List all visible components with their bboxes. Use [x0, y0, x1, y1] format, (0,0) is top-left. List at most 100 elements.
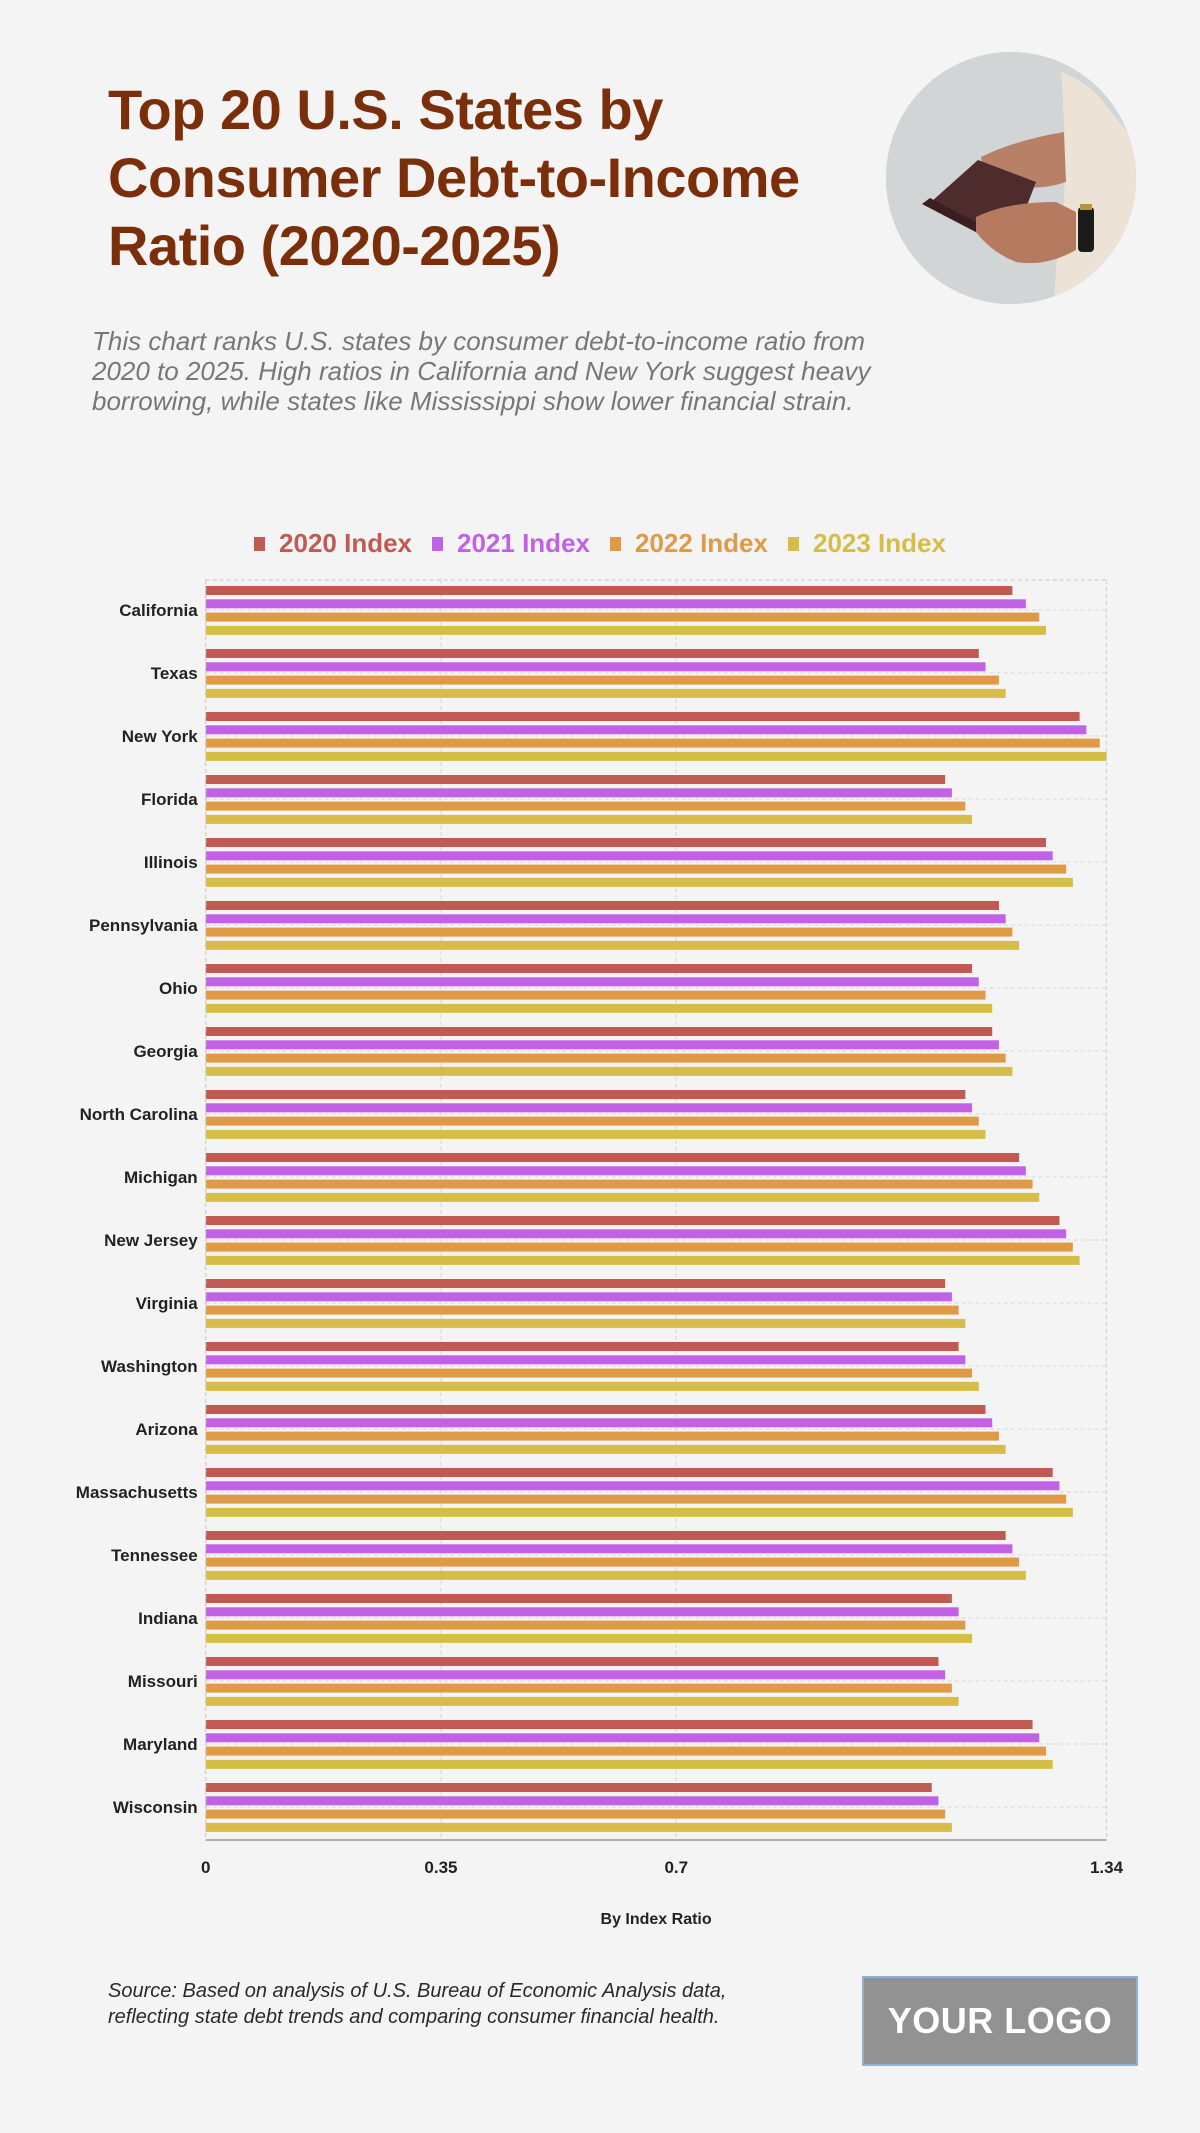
bar-2021-arizona: [205, 1418, 993, 1428]
bar-2021-ohio: [205, 977, 979, 987]
bar-2022-illinois: [205, 864, 1067, 874]
bar-2022-california: [205, 612, 1040, 622]
bar-2023-texas: [205, 688, 1006, 698]
bar-2021-washington: [205, 1355, 966, 1365]
bar-2021-virginia: [205, 1292, 952, 1302]
chart-legend: 2020 Index 2021 Index 2022 Index 2023 Index: [0, 528, 1200, 559]
bar-2023-washington: [205, 1381, 979, 1391]
bar-2022-pennsylvania: [205, 927, 1013, 937]
bar-2023-maryland: [205, 1759, 1053, 1769]
bar-2022-virginia: [205, 1305, 959, 1315]
category-label: New York: [122, 727, 198, 746]
category-label: Ohio: [159, 979, 198, 998]
legend-swatch: [432, 536, 444, 551]
bar-2022-michigan: [205, 1179, 1033, 1189]
bar-2020-arizona: [205, 1405, 986, 1414]
x-axis-title: By Index Ratio: [601, 1911, 712, 1928]
bar-2020-missouri: [205, 1657, 939, 1666]
category-label: Pennsylvania: [89, 916, 198, 935]
bar-2020-illinois: [205, 838, 1046, 847]
bar-2020-new-york: [205, 712, 1080, 721]
bar-2023-north-carolina: [205, 1129, 986, 1139]
category-label: Virginia: [136, 1294, 199, 1313]
category-label: North Carolina: [80, 1105, 199, 1124]
bar-2020-north-carolina: [205, 1090, 966, 1099]
bar-2022-ohio: [205, 990, 986, 1000]
source-note: Source: Based on analysis of U.S. Bureau…: [108, 1980, 727, 2028]
x-tick-label: 1.34: [1090, 1858, 1124, 1877]
bar-2022-texas: [205, 675, 999, 685]
bar-2023-georgia: [205, 1066, 1013, 1076]
bar-2021-indiana: [205, 1607, 959, 1617]
category-label: Indiana: [138, 1609, 198, 1628]
bar-2020-washington: [205, 1342, 959, 1351]
category-label: Tennessee: [111, 1546, 198, 1565]
bar-chart: California Texas New York Florida Illinois Pe…: [76, 579, 1124, 1928]
category-label: Georgia: [133, 1042, 198, 1061]
bar-2023-missouri: [205, 1696, 959, 1706]
bar-2021-new-york: [205, 725, 1087, 735]
bar-2023-arizona: [205, 1444, 1006, 1454]
bar-2023-california: [205, 625, 1046, 635]
category-label: Missouri: [128, 1672, 198, 1691]
bar-2021-missouri: [205, 1670, 946, 1680]
bar-2021-pennsylvania: [205, 914, 1006, 924]
legend-item: 2022 Index: [610, 528, 768, 559]
bar-2023-illinois: [205, 877, 1073, 887]
bar-2023-pennsylvania: [205, 940, 1020, 950]
category-label: Illinois: [144, 853, 198, 872]
bar-2023-new-jersey: [205, 1255, 1080, 1265]
bar-2021-north-carolina: [205, 1103, 973, 1113]
x-tick-label: 0: [201, 1858, 210, 1877]
bar-2020-tennessee: [205, 1531, 1006, 1540]
chart-description: This chart ranks U.S. states by consumer…: [92, 326, 871, 416]
bar-2022-new-york: [205, 738, 1100, 748]
category-label: Michigan: [124, 1168, 198, 1187]
bar-2020-california: [205, 586, 1013, 595]
bar-2021-florida: [205, 788, 952, 798]
category-label: Massachusetts: [76, 1483, 198, 1502]
x-tick-label: 0.35: [424, 1858, 457, 1877]
bar-2022-tennessee: [205, 1557, 1020, 1567]
page-title: Top 20 U.S. States by Consumer Debt-to-I…: [108, 78, 800, 277]
bar-2023-tennessee: [205, 1570, 1026, 1580]
logo-placeholder: YOUR LOGO: [862, 1976, 1138, 2066]
category-label: Washington: [101, 1357, 198, 1376]
bar-2021-illinois: [205, 851, 1053, 861]
bar-2021-massachusetts: [205, 1481, 1060, 1491]
bar-2020-new-jersey: [205, 1216, 1060, 1225]
bar-2022-florida: [205, 801, 966, 811]
legend-label: 2020 Index: [279, 528, 413, 558]
bar-2022-new-jersey: [205, 1242, 1073, 1252]
bar-2020-georgia: [205, 1027, 993, 1036]
bar-2020-texas: [205, 649, 979, 658]
bar-2021-california: [205, 599, 1026, 609]
bar-2021-new-jersey: [205, 1229, 1067, 1239]
bar-2022-maryland: [205, 1746, 1046, 1756]
legend-swatch: [787, 536, 799, 551]
bar-2022-washington: [205, 1368, 973, 1378]
legend-label: 2023 Index: [812, 528, 946, 558]
bar-2023-new-york: [205, 751, 1107, 761]
bar-2021-texas: [205, 662, 986, 672]
bar-2022-arizona: [205, 1431, 999, 1441]
legend-item: 2020 Index: [254, 528, 412, 559]
hands-wallet-image: [886, 52, 1136, 304]
bar-2023-florida: [205, 814, 973, 824]
bar-2020-ohio: [205, 964, 973, 973]
bar-2023-indiana: [205, 1633, 973, 1643]
bar-2023-massachusetts: [205, 1507, 1073, 1517]
category-label: Florida: [141, 790, 198, 809]
bar-2023-ohio: [205, 1003, 993, 1013]
bar-2020-maryland: [205, 1720, 1033, 1729]
bar-2022-wisconsin: [205, 1809, 946, 1819]
bar-2023-virginia: [205, 1318, 966, 1328]
bar-2020-wisconsin: [205, 1783, 932, 1792]
legend-label: 2021 Index: [457, 528, 590, 558]
bar-2020-michigan: [205, 1153, 1020, 1162]
bar-2021-michigan: [205, 1166, 1026, 1176]
bar-2023-wisconsin: [205, 1822, 952, 1832]
bar-2021-tennessee: [205, 1544, 1013, 1554]
category-label: Wisconsin: [113, 1798, 198, 1817]
logo-text: YOUR LOGO: [887, 2000, 1113, 2041]
